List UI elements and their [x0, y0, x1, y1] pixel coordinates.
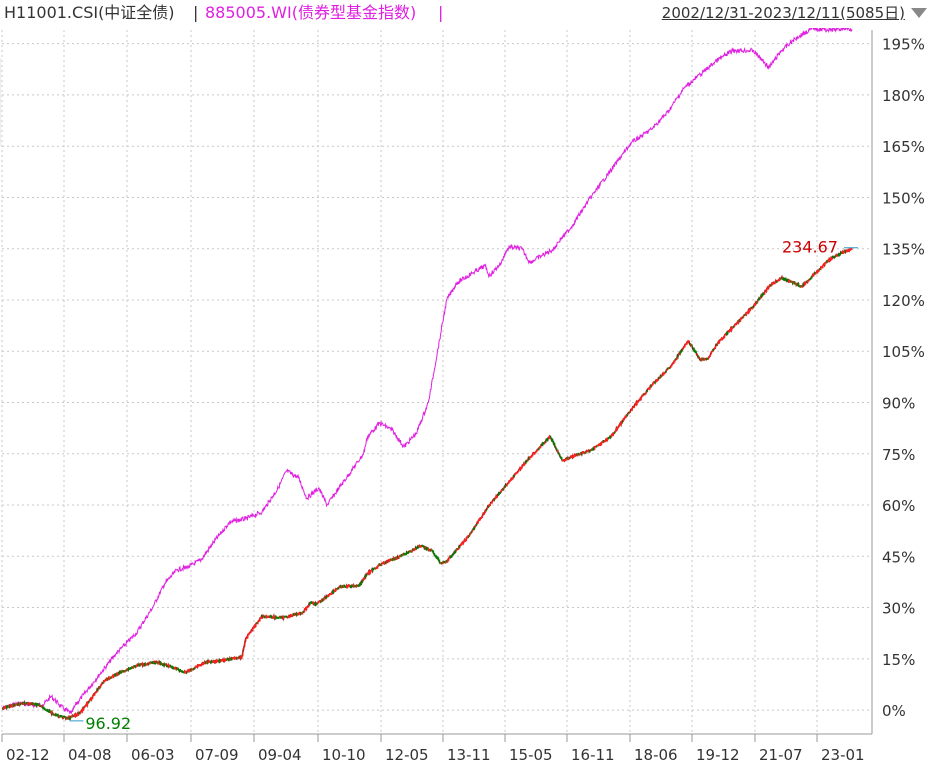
x-tick-label: 04-08	[68, 746, 112, 764]
min-value-label: 96.92	[85, 714, 131, 733]
series2-line	[1, 28, 853, 714]
x-tick-label: 07-09	[195, 746, 239, 764]
y-tick-label: 30%	[882, 600, 915, 618]
x-tick-label: 09-04	[258, 746, 302, 764]
x-tick-label: 10-10	[322, 746, 366, 764]
legend-separator: |	[193, 3, 199, 22]
y-tick-label: 180%	[882, 87, 925, 105]
y-tick-label: 90%	[882, 395, 915, 413]
plot-frame	[0, 30, 873, 735]
y-tick-label: 60%	[882, 497, 915, 515]
x-tick-label: 21-07	[759, 746, 803, 764]
x-tick-label: 13-11	[447, 746, 491, 764]
y-tick-label: 150%	[882, 189, 925, 207]
line-chart: 195% 180% 165% 150% 135% 120% 105% 90% 75% 60% 45%…	[0, 28, 925, 764]
x-tick-label: 02-12	[6, 746, 50, 764]
max-value-label: 234.67	[782, 238, 838, 257]
legend-separator: |	[438, 3, 444, 22]
annotations: 234.67 96.92	[69, 238, 858, 733]
x-tick-label: 18-06	[634, 746, 678, 764]
date-range-link[interactable]: 2002/12/31-2023/12/11(5085日)	[661, 4, 905, 22]
series2-legend-label: 885005.WI(债券型基金指数)	[205, 3, 417, 22]
x-tick-label: 19-12	[696, 746, 740, 764]
series1-legend-label: H11001.CSI(中证全债)	[4, 3, 175, 22]
x-tick-label: 12-05	[385, 746, 429, 764]
x-tick-label: 15-05	[509, 746, 553, 764]
triangle-down-icon[interactable]	[911, 8, 927, 18]
gridlines	[1, 30, 872, 734]
y-tick-label: 165%	[882, 138, 925, 156]
y-tick-label: 0%	[882, 702, 906, 720]
y-tick-label: 195%	[882, 36, 925, 54]
y-tick-label: 105%	[882, 343, 925, 361]
series2-group	[1, 28, 853, 714]
y-tick-label: 45%	[882, 548, 915, 566]
chart-header: H11001.CSI(中证全债) | 885005.WI(债券型基金指数) | …	[0, 0, 935, 26]
x-tick-label: 23-01	[821, 746, 865, 764]
y-tick-label: 120%	[882, 292, 925, 310]
y-tick-label: 15%	[882, 651, 915, 669]
x-tick-label: 16-11	[571, 746, 615, 764]
x-axis-ticks: 02-12 04-08 06-03 07-09 09-04 10-10 12-05 13-11…	[1, 734, 865, 764]
y-axis-ticks: 195% 180% 165% 150% 135% 120% 105% 90% 75% 60% 45%…	[882, 36, 925, 720]
y-tick-label: 75%	[882, 446, 915, 464]
series1-line	[1, 247, 853, 721]
series1-group	[1, 247, 853, 721]
x-tick-label: 06-03	[131, 746, 175, 764]
y-tick-label: 135%	[882, 241, 925, 259]
